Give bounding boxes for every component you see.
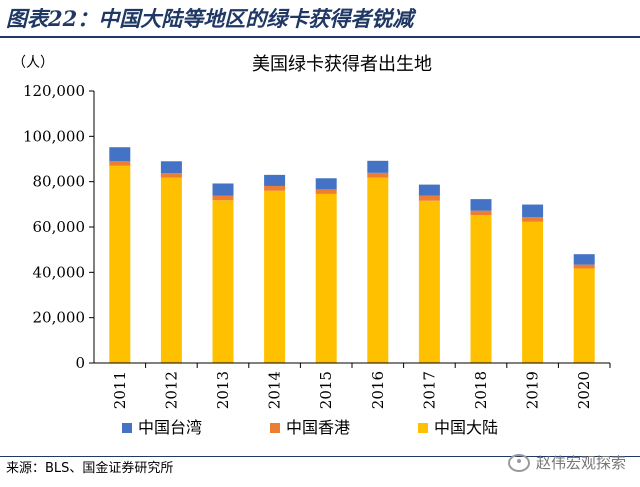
watermark: 赵伟宏观探索 (507, 452, 626, 474)
x-tick-label: 2016 (369, 371, 387, 409)
bar-segment (212, 183, 234, 196)
y-tick-label: 40,000 (33, 263, 86, 281)
source-divider (0, 456, 640, 457)
bar-segment (573, 264, 595, 269)
bar-segment (212, 195, 234, 201)
x-tick-label: 2013 (214, 371, 232, 409)
bar-segment (522, 204, 544, 218)
legend-swatch (122, 423, 132, 433)
source-note: 来源：BLS、国金证券研究所 (6, 461, 174, 476)
bar-segment (418, 195, 440, 201)
x-tick-label: 2020 (575, 371, 593, 409)
legend-label: 中国大陆 (434, 418, 498, 437)
bar-segment (264, 174, 286, 186)
wechat-icon (507, 454, 530, 472)
bar-segment (160, 173, 182, 178)
bar-segment (418, 184, 440, 196)
bar-segment (315, 178, 337, 190)
x-tick-label: 2017 (420, 371, 438, 409)
y-tick-label: 80,000 (33, 173, 86, 191)
y-tick-label: 0 (75, 354, 85, 372)
bar-segment (573, 254, 595, 265)
x-tick-label: 2011 (111, 371, 129, 409)
legend-swatch (418, 423, 428, 433)
x-tick-label: 2014 (266, 371, 284, 409)
x-tick-label: 2012 (162, 371, 180, 409)
y-tick-label: 20,000 (33, 309, 86, 327)
bar-segment (109, 147, 131, 162)
bar-segment (264, 185, 286, 191)
x-tick-label: 2018 (472, 371, 490, 409)
title-divider (0, 36, 640, 38)
bar-segment (109, 165, 131, 363)
bar-segment (367, 172, 389, 178)
x-tick-label: 2015 (317, 371, 335, 409)
bar-segment (367, 160, 389, 173)
bar-segment (470, 210, 492, 216)
bar-segment (109, 161, 131, 166)
bar-segment (470, 199, 492, 211)
y-axis-label: （人） (12, 55, 54, 71)
figure-title: 图表22：中国大陆等地区的绿卡获得者锐减 (6, 6, 414, 31)
bar-segment (418, 200, 440, 363)
y-tick-label: 60,000 (33, 218, 86, 236)
bar-segment (470, 215, 492, 363)
bar-segment (212, 200, 234, 363)
legend-label: 中国台湾 (138, 418, 202, 437)
chart-title: 美国绿卡获得者出生地 (252, 54, 432, 75)
watermark-text: 赵伟宏观探索 (535, 454, 626, 472)
y-tick-label: 100,000 (23, 127, 85, 145)
bar-segment (367, 177, 389, 363)
legend-swatch (270, 423, 280, 433)
bar-segment (522, 221, 544, 363)
bar-segment (315, 189, 337, 194)
bar-segment (160, 161, 182, 174)
bar-segment (573, 268, 595, 363)
x-tick-label: 2019 (524, 371, 542, 409)
bar-segment (160, 177, 182, 363)
bar-segment (315, 193, 337, 363)
legend-label: 中国香港 (286, 418, 350, 437)
bar-segment (264, 190, 286, 363)
bar-segment (522, 217, 544, 222)
y-tick-label: 120,000 (23, 82, 85, 100)
